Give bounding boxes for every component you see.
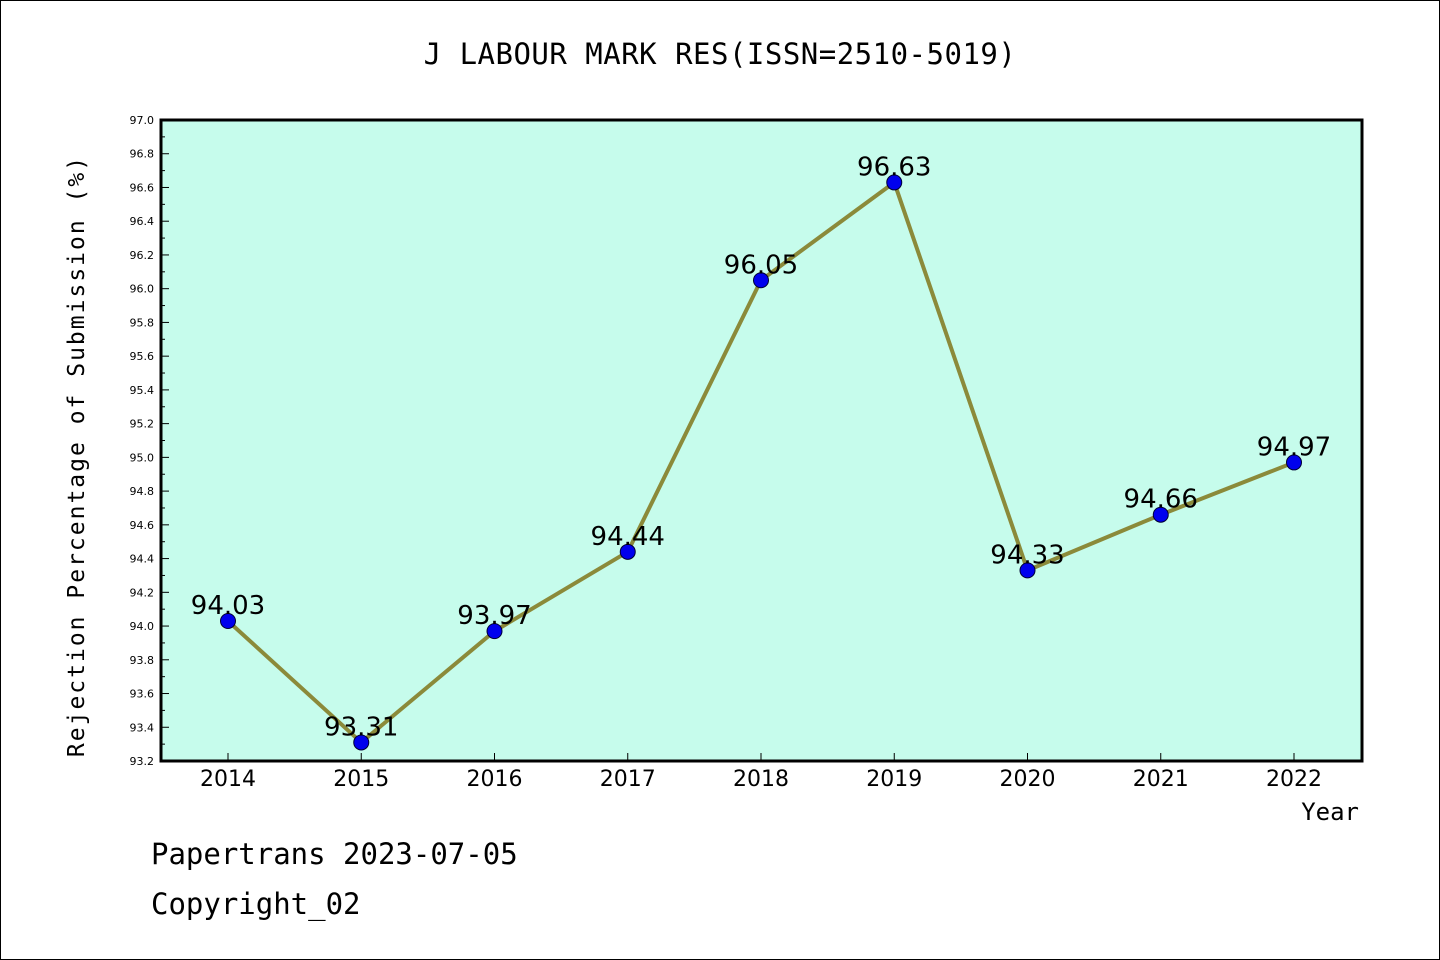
data-point [753, 272, 769, 289]
y-tick-label: 94.8 [130, 485, 155, 498]
data-point [486, 623, 503, 640]
x-tick-label: 2014 [200, 767, 256, 792]
y-tick-label: 93.6 [130, 688, 155, 701]
x-tick-label: 2022 [1266, 767, 1322, 792]
y-tick-label: 93.2 [130, 755, 155, 768]
data-label: 96.63 [857, 152, 931, 182]
y-tick-label: 96.2 [130, 249, 155, 262]
y-tick-label: 96.4 [130, 215, 155, 228]
data-label: 93.97 [457, 601, 531, 631]
data-label: 96.05 [724, 250, 798, 280]
y-tick-label: 94.4 [130, 553, 155, 566]
data-point [353, 734, 370, 751]
y-tick-label: 96.8 [130, 148, 155, 161]
data-label: 93.31 [324, 712, 398, 742]
y-tick-label: 94.6 [130, 519, 155, 532]
x-axis-label: Year [1301, 798, 1359, 826]
y-tick-label: 95.6 [130, 350, 155, 363]
x-tick-label: 2019 [866, 767, 922, 792]
x-tick-label: 2020 [1000, 767, 1056, 792]
data-label: 94.03 [191, 591, 265, 621]
y-tick-label: 95.0 [130, 451, 155, 464]
data-point [886, 174, 903, 191]
y-tick-label: 93.4 [130, 721, 155, 734]
y-tick-label: 95.8 [130, 316, 155, 329]
y-tick-label: 96.0 [130, 283, 155, 296]
footer-date: Papertrans 2023-07-05 [151, 837, 518, 871]
chart-title: J LABOUR MARK RES(ISSN=2510-5019) [423, 37, 1017, 71]
y-tick-label: 95.2 [130, 418, 155, 431]
y-tick-label: 96.6 [130, 181, 155, 194]
x-tick-label: 2016 [467, 767, 523, 792]
data-label: 94.66 [1124, 485, 1198, 515]
footer-copyright: Copyright_02 [151, 887, 361, 921]
x-tick-label: 2015 [333, 767, 389, 792]
plot-border [159, 118, 1364, 763]
data-point [1019, 562, 1036, 579]
y-tick-label: 93.8 [130, 654, 155, 667]
x-tick-label: 2017 [600, 767, 656, 792]
x-tick-label: 2018 [733, 767, 789, 792]
data-point [619, 543, 636, 560]
y-tick-label: 95.4 [130, 384, 155, 397]
data-label: 94.97 [1257, 432, 1331, 462]
y-tick-label: 94.2 [130, 586, 155, 599]
data-label: 94.44 [591, 522, 665, 552]
data-point [1152, 506, 1169, 523]
data-point [1286, 454, 1302, 471]
y-tick-label: 94.0 [130, 620, 155, 633]
plot-area [161, 120, 1362, 761]
x-tick-label: 2021 [1133, 767, 1189, 792]
data-point [220, 612, 236, 629]
data-label: 94.33 [990, 540, 1064, 570]
y-tick-label: 97.0 [130, 114, 155, 127]
